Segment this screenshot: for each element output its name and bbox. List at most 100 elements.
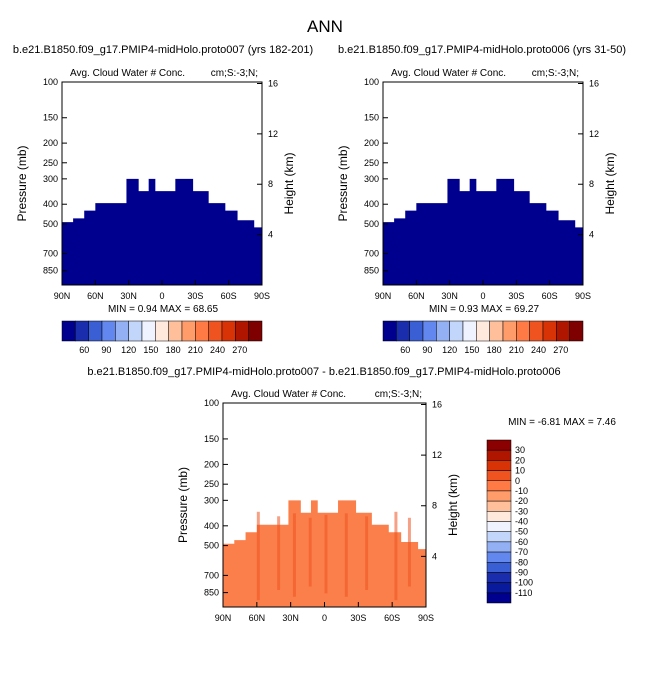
colorbar-swatch — [396, 320, 410, 342]
y-tick-label: 700 — [43, 249, 58, 259]
colorbar-swatch — [75, 320, 89, 342]
x-tick-label: 90N — [375, 291, 392, 301]
colorbar-swatch — [195, 320, 209, 342]
y-tick-label: 100 — [43, 77, 58, 87]
x-tick-label: 0 — [159, 291, 164, 301]
x-tick-label: 60S — [221, 291, 237, 301]
x-tick-label: 30N — [120, 291, 137, 301]
y-tick-label: 500 — [364, 219, 379, 229]
y-tick-label: 400 — [364, 199, 379, 209]
page-title: ANN — [307, 17, 343, 36]
colorbar-swatch — [486, 562, 512, 573]
colorbar-label: -10 — [515, 486, 528, 496]
colorbar-label: -100 — [515, 578, 533, 588]
colorbar-swatch — [486, 460, 512, 471]
y-tick-label: 400 — [204, 521, 219, 531]
y-tick-label: 100 — [364, 77, 379, 87]
y-axis-label: Pressure (mb) — [176, 467, 190, 543]
colorbar-swatch — [486, 480, 512, 492]
colorbar-label: 210 — [509, 345, 524, 355]
colorbar-swatch — [221, 320, 236, 342]
panel-left: b.e21.B1850.f09_g17.PMIP4-midHolo.proto0… — [13, 44, 313, 355]
y-tick-label: 700 — [204, 570, 219, 580]
field-streak — [308, 517, 312, 587]
y2-tick-label: 16 — [589, 78, 599, 88]
cloud-field — [62, 178, 262, 285]
colorbar-swatch — [128, 320, 143, 342]
colorbar-label: -80 — [515, 557, 528, 567]
colorbar-swatch — [486, 551, 512, 563]
field-streak — [256, 511, 260, 601]
colorbar-swatch — [382, 320, 397, 342]
colorbar-label: -50 — [515, 527, 528, 537]
x-tick-label: 90N — [215, 613, 232, 623]
colorbar-label: 270 — [232, 345, 247, 355]
y2-tick-label: 4 — [268, 230, 273, 240]
colorbar-swatch — [486, 541, 512, 553]
x-tick-label: 90S — [254, 291, 270, 301]
y2-axis-label: Height (km) — [603, 152, 617, 214]
y-tick-label: 850 — [204, 588, 219, 598]
field-streak — [324, 514, 328, 594]
y-tick-label: 200 — [43, 138, 58, 148]
colorbar-swatch — [462, 320, 477, 342]
y-tick-label: 100 — [204, 398, 219, 408]
y-tick-label: 400 — [43, 199, 58, 209]
x-tick-label: 90N — [54, 291, 71, 301]
colorbar-label: -40 — [515, 517, 528, 527]
y-tick-label: 200 — [204, 459, 219, 469]
colorbar-swatch — [181, 320, 196, 342]
y2-tick-label: 4 — [432, 551, 437, 561]
y2-tick-label: 16 — [432, 399, 442, 409]
y-tick-label: 700 — [364, 249, 379, 259]
units-label: cm;S:-3;N; — [375, 389, 422, 400]
colorbar-swatch — [88, 320, 103, 342]
y2-tick-label: 12 — [589, 129, 599, 139]
min-max-stats: MIN = 0.94 MAX = 68.65 — [108, 304, 218, 315]
colorbar-label: -30 — [515, 506, 528, 516]
colorbar-swatch — [486, 572, 512, 583]
colorbar-label: -20 — [515, 496, 528, 506]
y-tick-label: 150 — [43, 113, 58, 123]
colorbar-label: 30 — [515, 445, 525, 455]
colorbar-swatch — [422, 320, 437, 342]
colorbar-label: 60 — [79, 345, 89, 355]
colorbar-swatch — [486, 449, 512, 461]
field-streak — [292, 513, 296, 597]
field-streak — [407, 517, 411, 587]
colorbar-label: 0 — [515, 476, 520, 486]
colorbar-swatch — [486, 592, 512, 604]
min-max-stats: MIN = 0.93 MAX = 69.27 — [429, 304, 539, 315]
panel-diff: b.e21.B1850.f09_g17.PMIP4-midHolo.proto0… — [87, 366, 616, 623]
y2-tick-label: 4 — [589, 230, 594, 240]
y-tick-label: 200 — [364, 138, 379, 148]
y2-tick-label: 16 — [268, 78, 278, 88]
colorbar-swatch — [516, 320, 530, 342]
panel-title: b.e21.B1850.f09_g17.PMIP4-midHolo.proto0… — [338, 44, 626, 56]
colorbar-label: 120 — [121, 345, 136, 355]
colorbar-label: 120 — [442, 345, 457, 355]
x-tick-label: 0 — [322, 613, 327, 623]
colorbar-swatch — [449, 320, 464, 342]
colorbar-swatch — [476, 320, 490, 342]
x-tick-label: 60S — [542, 291, 558, 301]
colorbar-swatch — [61, 320, 76, 342]
y-tick-label: 850 — [364, 266, 379, 276]
panel-title: b.e21.B1850.f09_g17.PMIP4-midHolo.proto0… — [13, 44, 313, 56]
colorbar-label: 20 — [515, 455, 525, 465]
min-max-stats: MIN = -6.81 MAX = 7.46 — [508, 417, 616, 428]
x-tick-label: 60S — [384, 613, 400, 623]
colorbar-swatch — [141, 320, 156, 342]
colorbar-label: 240 — [531, 345, 546, 355]
colorbar-label: 150 — [464, 345, 479, 355]
colorbar-swatch — [556, 320, 570, 342]
y2-tick-label: 8 — [589, 179, 594, 189]
field-streak — [344, 513, 348, 597]
colorbar-swatch — [486, 511, 512, 522]
x-tick-label: 60N — [87, 291, 104, 301]
x-tick-label: 30S — [187, 291, 203, 301]
y-tick-label: 300 — [204, 495, 219, 505]
colorbar-swatch — [542, 320, 557, 342]
panel-right: b.e21.B1850.f09_g17.PMIP4-midHolo.proto0… — [336, 44, 626, 355]
